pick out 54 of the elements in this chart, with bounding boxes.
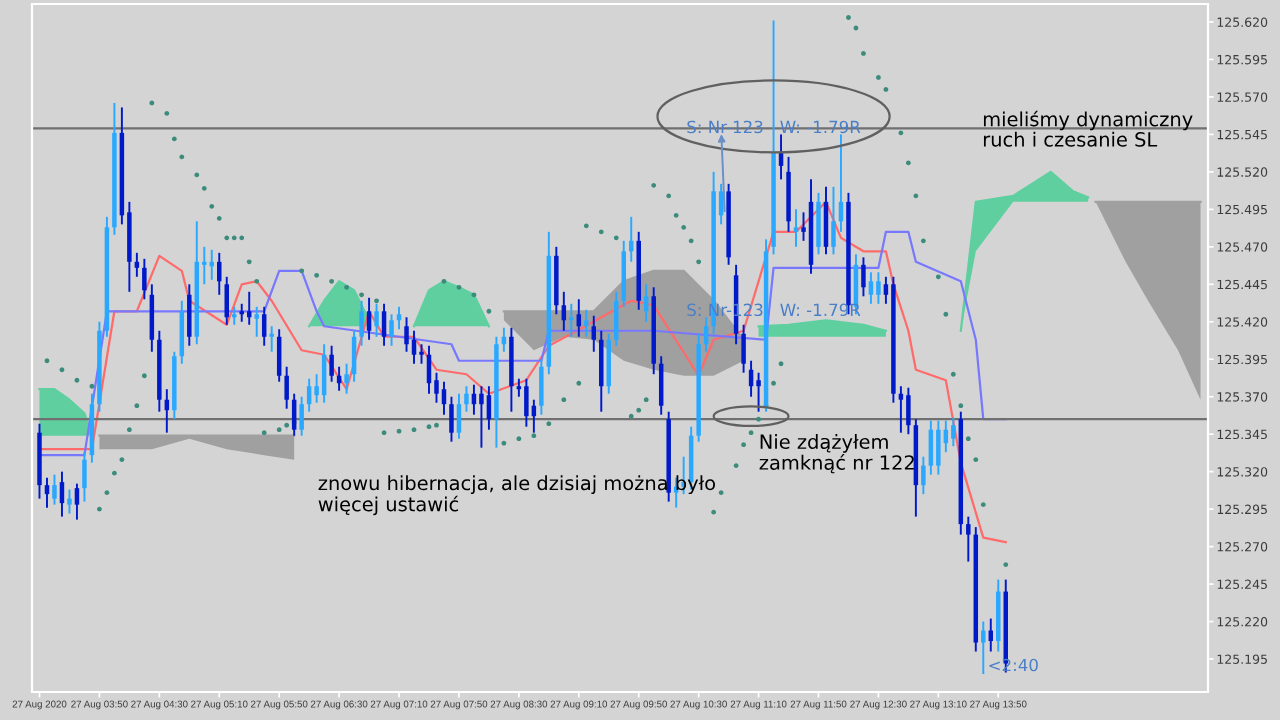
candlestick bbox=[261, 305, 267, 347]
candlestick bbox=[449, 395, 454, 443]
candlestick bbox=[456, 392, 462, 440]
candlestick bbox=[936, 419, 941, 476]
candlestick bbox=[906, 386, 911, 436]
candlestick bbox=[389, 313, 394, 347]
candlestick bbox=[479, 385, 484, 449]
candlestick bbox=[329, 344, 334, 383]
candlestick bbox=[816, 191, 821, 256]
candlestick bbox=[861, 256, 866, 298]
candlestick bbox=[187, 283, 192, 347]
candlestick bbox=[561, 290, 567, 332]
candlestick bbox=[464, 385, 469, 413]
candlestick bbox=[284, 365, 289, 410]
candlestick bbox=[359, 299, 364, 347]
candlestick bbox=[524, 377, 529, 428]
candlestick bbox=[67, 488, 72, 515]
line-series bbox=[38, 200, 1007, 544]
candlestick bbox=[254, 305, 259, 338]
candlestick bbox=[381, 302, 387, 347]
candlestick bbox=[921, 455, 926, 496]
annotation: mieliśmy dynamiczny ruch i czesanie SL bbox=[983, 110, 1193, 147]
candlestick bbox=[599, 329, 604, 413]
candlestick bbox=[741, 323, 746, 374]
candlestick bbox=[951, 416, 956, 448]
candlestick bbox=[591, 314, 597, 353]
candlestick bbox=[366, 296, 372, 341]
candlestick bbox=[44, 476, 50, 509]
candlestick bbox=[643, 283, 649, 323]
candlestick bbox=[441, 380, 447, 416]
candlestick bbox=[344, 362, 349, 395]
candlestick bbox=[966, 515, 971, 563]
candlestick bbox=[299, 395, 304, 437]
candlestick bbox=[793, 208, 799, 248]
candlestick bbox=[614, 290, 619, 347]
candlestick bbox=[756, 371, 761, 413]
candlestick bbox=[217, 251, 222, 296]
candlestick bbox=[831, 185, 836, 256]
candlestick bbox=[82, 451, 87, 503]
candlestick bbox=[404, 316, 409, 353]
candlestick bbox=[142, 257, 147, 301]
candlestick bbox=[868, 271, 874, 305]
candlestick bbox=[374, 302, 379, 338]
candlestick bbox=[74, 482, 80, 521]
candlestick bbox=[419, 343, 424, 365]
candlestick bbox=[52, 473, 57, 506]
candlestick bbox=[269, 325, 274, 353]
candlestick bbox=[539, 358, 544, 416]
candlestick bbox=[981, 620, 986, 675]
candlestick bbox=[584, 308, 589, 338]
candlestick bbox=[569, 302, 574, 338]
annotation: Nie zdążyłem zamknąć nr 122 bbox=[759, 434, 914, 474]
candlestick bbox=[411, 329, 417, 365]
candlestick bbox=[876, 271, 881, 305]
